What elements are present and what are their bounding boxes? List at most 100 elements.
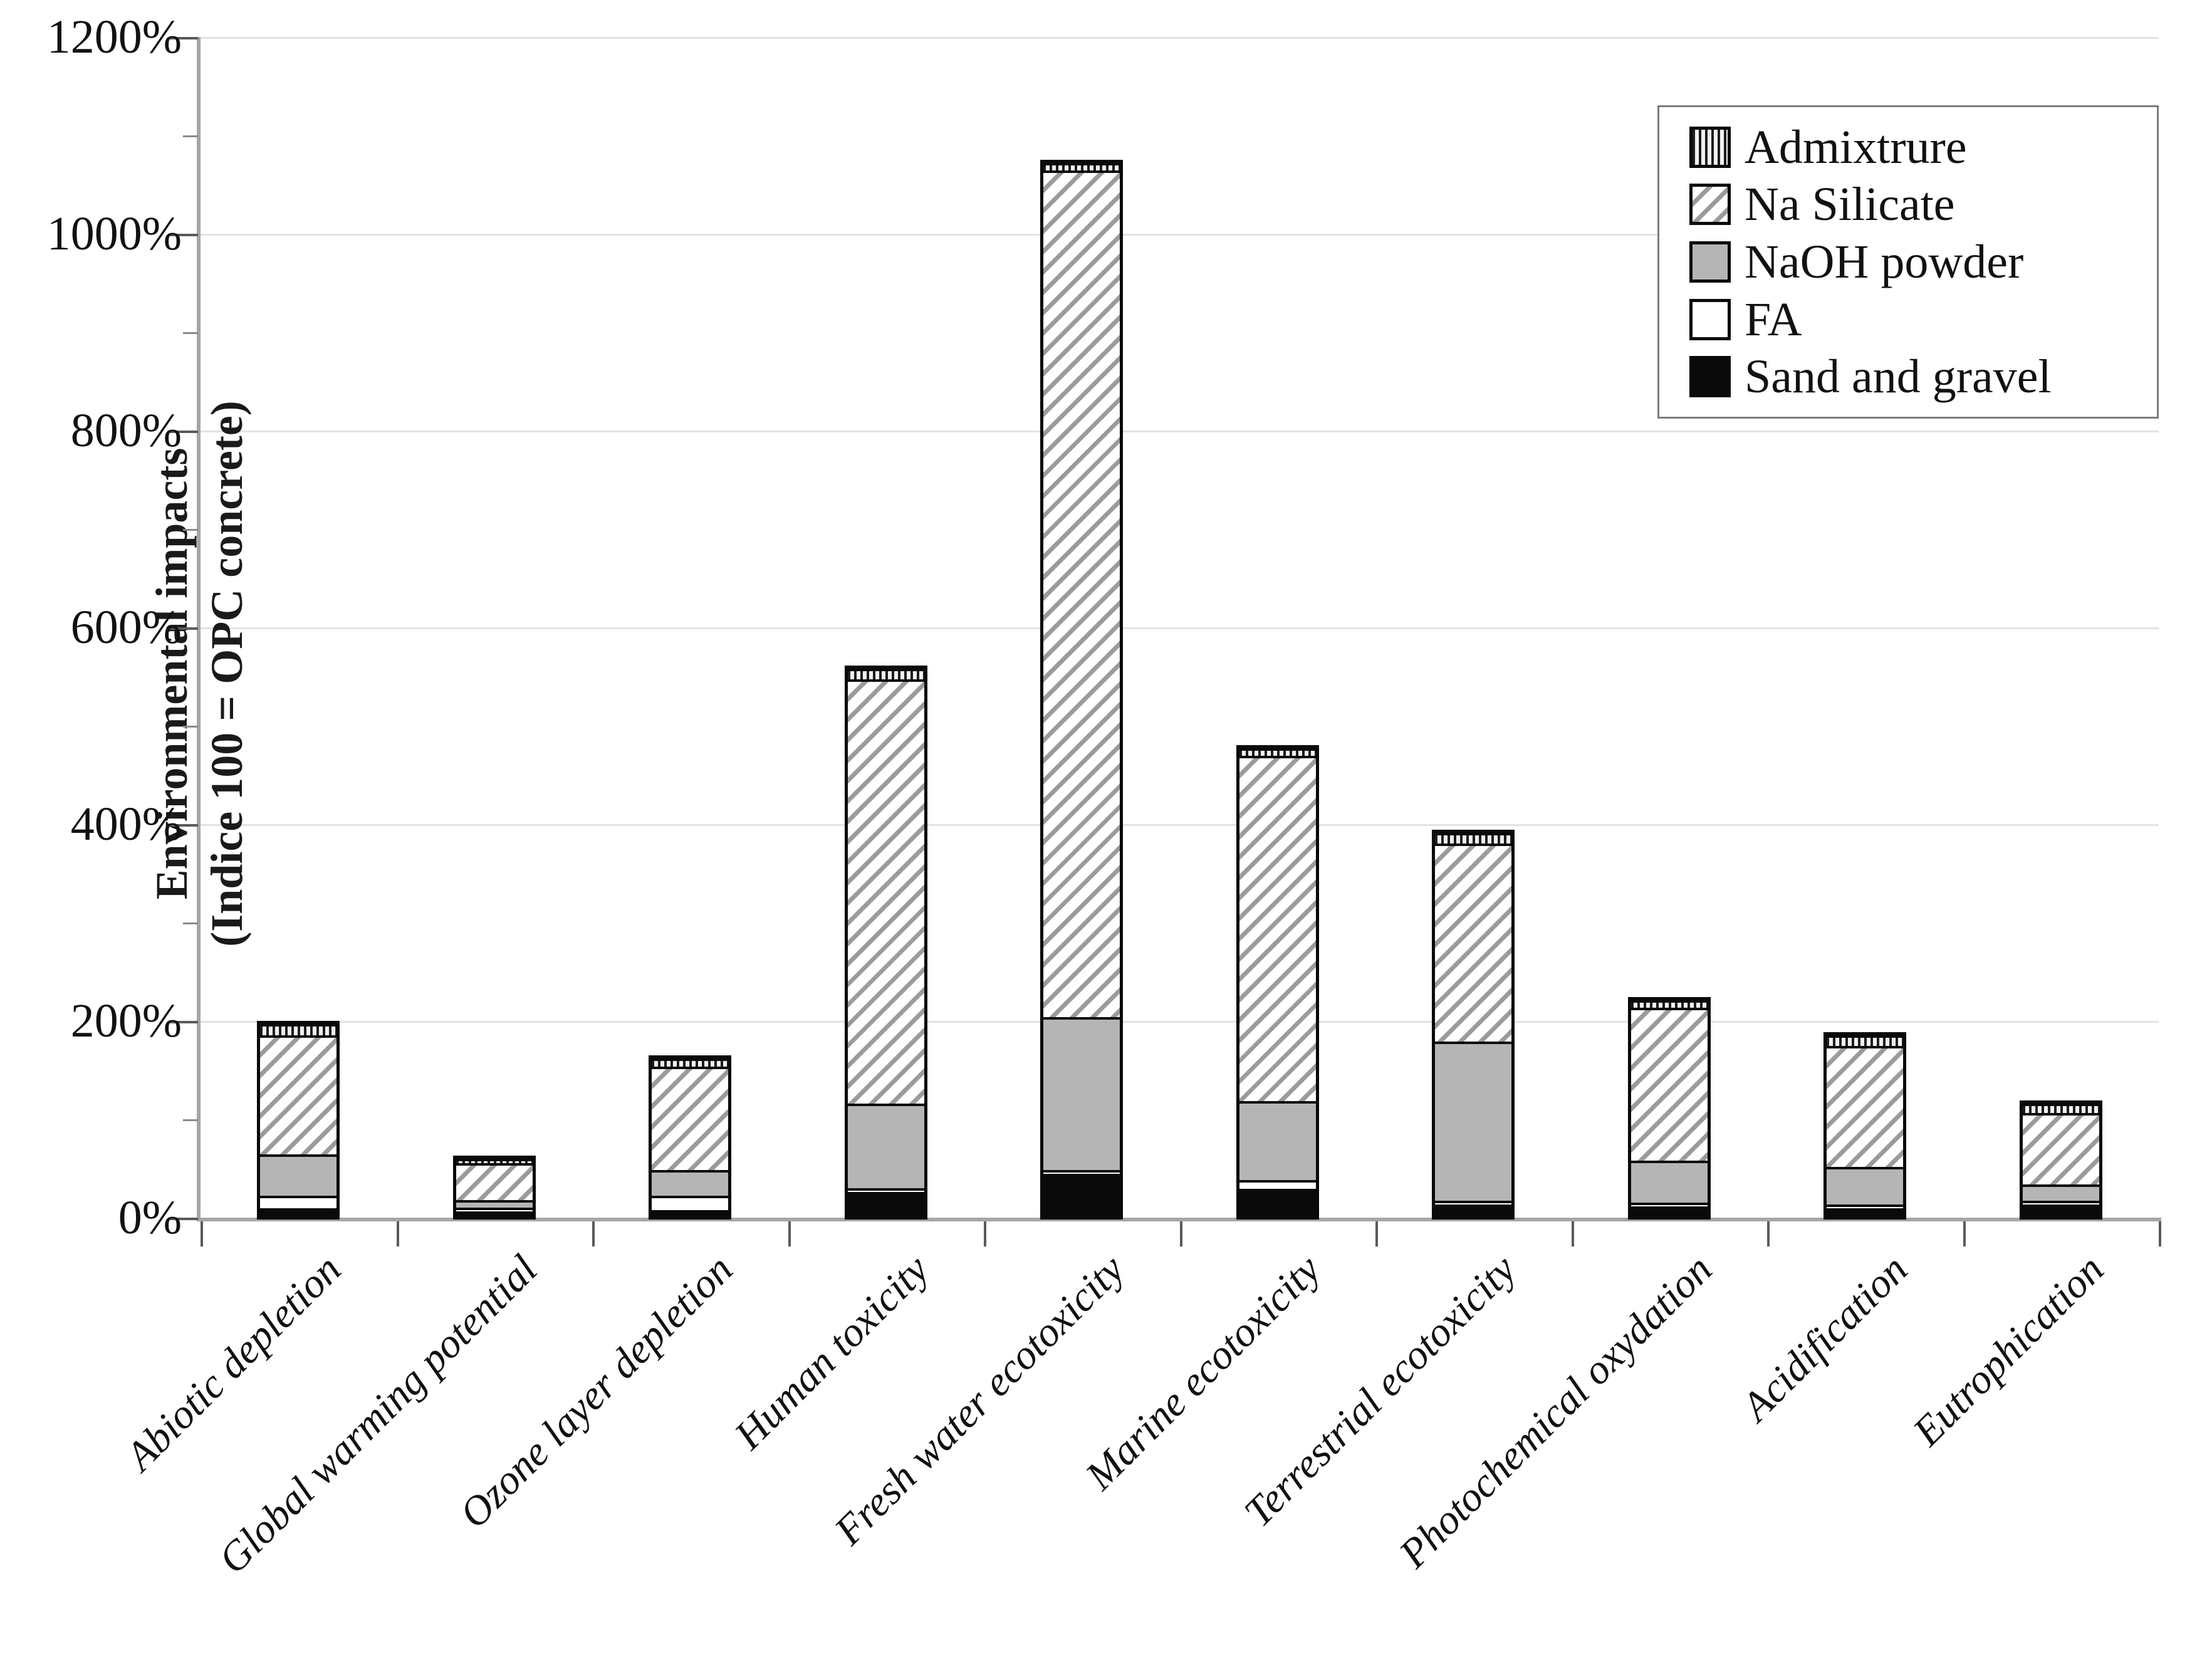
x-axis-label-photochemical-oxydation: Photochemical oxydation xyxy=(1390,1246,1721,1577)
bar-photochemical-oxydation xyxy=(1627,996,1711,1220)
bar-segment-fresh-water-ecotoxicity-sand-and-gravel xyxy=(1043,1174,1120,1216)
bar-segment-photochemical-oxydation-na-silicate xyxy=(1630,1007,1708,1161)
bar-segment-ozone-layer-depletion-sand-and-gravel xyxy=(652,1210,729,1216)
legend-item-na-silicate: Na Silicate xyxy=(1689,179,2151,229)
x-axis-label-ozone-layer-depletion: Ozone layer depletion xyxy=(451,1246,742,1537)
gridline-600 xyxy=(201,627,2159,629)
bar-segment-global-warming-potential-na-silicate xyxy=(456,1163,533,1201)
y-tick-label-400: 400% xyxy=(70,798,182,850)
y-tick-label-200: 200% xyxy=(70,995,182,1047)
legend-item-admixtrure: Admixtrure xyxy=(1689,122,2151,172)
bar-segment-marine-ecotoxicity-naoh-powder xyxy=(1239,1100,1316,1181)
bar-segment-acidification-sand-and-gravel xyxy=(1827,1208,1904,1216)
x-tick-9 xyxy=(1963,1221,1966,1246)
x-tick-8 xyxy=(1767,1221,1770,1246)
bar-segment-ozone-layer-depletion-naoh-powder xyxy=(652,1169,729,1196)
x-tick-7 xyxy=(1571,1221,1574,1246)
bar-abiotic-depletion xyxy=(257,1020,340,1220)
gridline-1200 xyxy=(201,37,2159,39)
x-axis-label-acidification: Acidification xyxy=(1733,1246,1917,1430)
bar-segment-fresh-water-ecotoxicity-fa xyxy=(1043,1170,1120,1174)
bar-segment-ozone-layer-depletion-fa xyxy=(652,1196,729,1211)
legend-label-na-silicate: Na Silicate xyxy=(1745,178,1955,231)
y-tick-label-1000: 1000% xyxy=(46,207,182,260)
bar-segment-global-warming-potential-fa xyxy=(456,1208,533,1212)
bar-segment-terrestrial-ecotoxicity-na-silicate xyxy=(1435,843,1512,1042)
bar-segment-acidification-fa xyxy=(1827,1204,1904,1209)
bar-segment-abiotic-depletion-admixtrure xyxy=(260,1023,337,1036)
legend-item-sand-and-gravel: Sand and gravel xyxy=(1689,352,2151,402)
y-major-tick-400 xyxy=(169,824,198,827)
legend-swatch-na-silicate-icon xyxy=(1689,184,1731,226)
y-tick-label-600: 600% xyxy=(70,601,182,654)
bar-segment-eutrophication-admixtrure xyxy=(2022,1103,2099,1113)
x-tick-3 xyxy=(788,1221,791,1246)
y-minor-tick-100 xyxy=(183,1119,198,1121)
bar-segment-human-toxicity-naoh-powder xyxy=(847,1104,924,1188)
legend-swatch-admixtrure-icon xyxy=(1689,126,1731,168)
bar-human-toxicity xyxy=(844,665,927,1220)
y-minor-tick-300 xyxy=(183,922,198,924)
y-major-tick-200 xyxy=(169,1021,198,1023)
bar-segment-human-toxicity-na-silicate xyxy=(847,679,924,1104)
x-tick-0 xyxy=(201,1221,203,1246)
bar-segment-marine-ecotoxicity-admixtrure xyxy=(1239,748,1316,756)
y-tick-label-1200: 1200% xyxy=(46,11,182,63)
bar-segment-eutrophication-fa xyxy=(2022,1201,2099,1205)
bar-segment-terrestrial-ecotoxicity-sand-and-gravel xyxy=(1435,1204,1512,1216)
x-tick-5 xyxy=(1179,1221,1182,1246)
bar-eutrophication xyxy=(2019,1100,2102,1220)
bar-segment-marine-ecotoxicity-fa xyxy=(1239,1180,1316,1189)
y-axis-title-line2: (Indice 100 = OPC concrete) xyxy=(202,400,252,947)
x-axis-label-abiotic-depletion: Abiotic depletion xyxy=(117,1246,350,1480)
x-axis-line xyxy=(197,1218,2161,1221)
legend-item-naoh-powder: NaOH powder xyxy=(1689,237,2151,287)
bar-segment-ozone-layer-depletion-admixtrure xyxy=(652,1058,729,1067)
legend-item-fa: FA xyxy=(1689,295,2151,345)
bar-segment-terrestrial-ecotoxicity-naoh-powder xyxy=(1435,1042,1512,1201)
bar-segment-global-warming-potential-admixtrure xyxy=(456,1158,533,1163)
x-axis-label-global-warming-potential: Global warming potential xyxy=(209,1246,546,1583)
y-minor-tick-1100 xyxy=(183,135,198,137)
bar-segment-photochemical-oxydation-fa xyxy=(1630,1203,1708,1207)
bar-segment-acidification-naoh-powder xyxy=(1827,1166,1904,1205)
x-axis-label-human-toxicity: Human toxicity xyxy=(726,1246,938,1458)
bar-global-warming-potential xyxy=(452,1155,536,1220)
bar-segment-abiotic-depletion-naoh-powder xyxy=(260,1154,337,1196)
bar-segment-acidification-admixtrure xyxy=(1827,1035,1904,1047)
x-tick-1 xyxy=(396,1221,399,1246)
y-major-tick-800 xyxy=(169,431,198,433)
bar-segment-human-toxicity-sand-and-gravel xyxy=(847,1191,924,1216)
legend-label-naoh-powder: NaOH powder xyxy=(1745,235,2024,288)
x-tick-4 xyxy=(984,1221,986,1246)
bar-segment-marine-ecotoxicity-sand-and-gravel xyxy=(1239,1188,1316,1216)
bar-segment-terrestrial-ecotoxicity-fa xyxy=(1435,1201,1512,1205)
y-minor-tick-500 xyxy=(183,726,198,728)
bar-segment-human-toxicity-fa xyxy=(847,1188,924,1192)
gridline-400 xyxy=(201,824,2159,826)
gridline-200 xyxy=(201,1021,2159,1023)
bar-marine-ecotoxicity xyxy=(1236,745,1319,1220)
bar-segment-acidification-na-silicate xyxy=(1827,1046,1904,1167)
gridline-1000 xyxy=(201,234,2159,236)
x-axis-label-fresh-water-ecotoxicity: Fresh water ecotoxicity xyxy=(826,1246,1134,1554)
bar-segment-terrestrial-ecotoxicity-admixtrure xyxy=(1435,833,1512,844)
bar-segment-global-warming-potential-naoh-powder xyxy=(456,1200,533,1208)
bar-segment-eutrophication-sand-and-gravel xyxy=(2022,1204,2099,1216)
legend-swatch-fa-icon xyxy=(1689,298,1731,340)
legend-label-sand-and-gravel: Sand and gravel xyxy=(1745,350,2052,404)
y-major-tick-1000 xyxy=(169,234,198,236)
y-major-tick-0 xyxy=(169,1218,198,1220)
bar-segment-photochemical-oxydation-naoh-powder xyxy=(1630,1161,1708,1203)
bar-acidification xyxy=(1823,1032,1907,1220)
bar-segment-fresh-water-ecotoxicity-admixtrure xyxy=(1043,162,1120,170)
y-minor-tick-700 xyxy=(183,529,198,531)
gridline-800 xyxy=(201,431,2159,432)
bar-segment-human-toxicity-admixtrure xyxy=(847,668,924,679)
bar-segment-global-warming-potential-sand-and-gravel xyxy=(456,1211,533,1216)
y-major-tick-1200 xyxy=(169,37,198,39)
y-major-tick-600 xyxy=(169,627,198,630)
bar-segment-eutrophication-na-silicate xyxy=(2022,1112,2099,1184)
y-minor-tick-900 xyxy=(183,332,198,334)
